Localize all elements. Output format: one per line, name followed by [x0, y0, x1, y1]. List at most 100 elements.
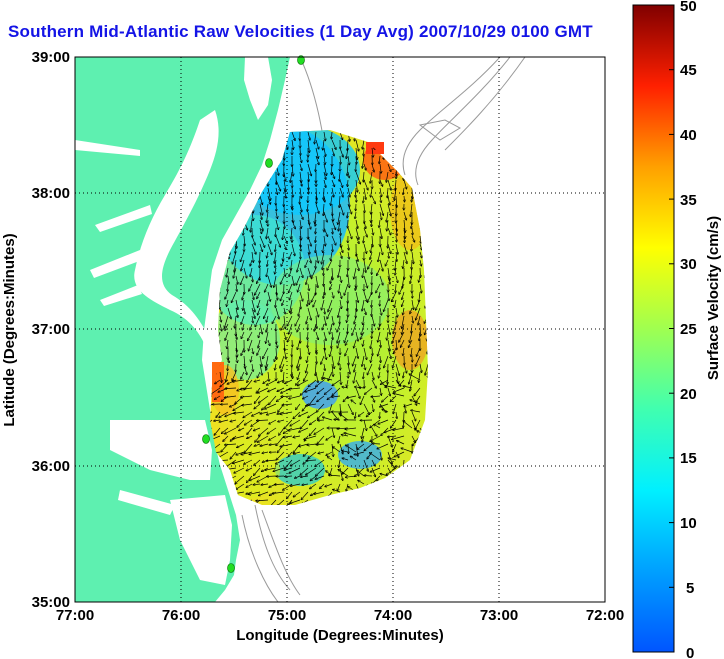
velocity-arrow: [363, 163, 366, 170]
velocity-arrow: [275, 227, 276, 237]
velocity-arrow: [288, 427, 301, 431]
velocity-arrow: [322, 417, 333, 421]
velocity-arrow: [258, 331, 261, 338]
velocity-arrow: [246, 483, 253, 488]
velocity-arrow: [324, 387, 333, 395]
velocity-arrow: [296, 275, 301, 285]
velocity-arrow: [275, 299, 276, 308]
velocity-arrow: [372, 307, 373, 317]
velocity-arrow: [329, 323, 333, 334]
velocity-arrow: [306, 275, 309, 285]
velocity-arrow: [371, 371, 374, 380]
velocity-arrow: [266, 227, 269, 239]
velocity-arrow: [251, 355, 253, 362]
velocity-arrow: [348, 243, 349, 250]
velocity-arrow: [360, 331, 365, 339]
velocity-arrow: [297, 283, 301, 292]
velocity-arrow: [355, 331, 358, 341]
velocity-arrow: [395, 371, 399, 384]
velocity-arrow: [254, 467, 261, 476]
velocity-arrow: [219, 411, 229, 418]
velocity-arrow: [315, 139, 319, 149]
velocity-arrow: [292, 203, 293, 210]
velocity-arrow: [376, 283, 381, 293]
velocity-arrow: [254, 459, 261, 466]
velocity-arrow: [308, 283, 309, 291]
velocity-arrow: [247, 331, 253, 341]
velocity-arrow: [291, 139, 293, 150]
velocity-arrow: [378, 331, 381, 342]
velocity-arrow: [307, 131, 310, 140]
velocity-arrow: [267, 275, 271, 287]
velocity-arrow: [274, 251, 277, 264]
velocity-arrow: [269, 444, 277, 445]
velocity-arrow: [347, 299, 348, 311]
velocity-arrow: [347, 275, 349, 288]
velocity-arrow: [283, 179, 286, 192]
velocity-arrow: [240, 396, 253, 397]
velocity-arrow: [315, 243, 316, 253]
velocity-arrow: [348, 155, 349, 165]
velocity-arrow: [294, 475, 301, 478]
velocity-arrow: [411, 411, 416, 421]
velocity-arrow: [264, 307, 269, 319]
velocity-arrow: [414, 387, 421, 396]
velocity-arrow: [379, 187, 382, 197]
velocity-arrow: [364, 147, 365, 156]
velocity-arrow: [236, 355, 238, 363]
velocity-arrow: [339, 243, 343, 253]
velocity-arrow: [342, 467, 349, 474]
velocity-arrow: [363, 307, 366, 315]
velocity-arrow: [379, 219, 380, 228]
velocity-arrow: [419, 283, 422, 293]
velocity-arrow: [276, 347, 277, 360]
velocity-arrow: [355, 171, 361, 184]
velocity-arrow: [240, 275, 245, 285]
velocity-arrow: [259, 219, 263, 231]
velocity-arrow: [370, 339, 373, 349]
velocity-arrow: [315, 227, 316, 234]
velocity-arrow: [276, 283, 277, 295]
velocity-arrow: [232, 371, 237, 381]
velocity-arrow: [219, 307, 222, 314]
velocity-arrow: [323, 139, 324, 150]
velocity-arrow: [268, 387, 277, 392]
velocity-arrow: [332, 387, 341, 396]
velocity-arrow: [293, 451, 301, 454]
velocity-arrow: [292, 363, 293, 377]
velocity-arrow: [269, 395, 277, 405]
velocity-arrow: [269, 435, 277, 440]
velocity-arrow: [378, 419, 389, 424]
velocity-arrow: [332, 331, 333, 340]
velocity-arrow: [248, 491, 261, 495]
velocity-arrow: [267, 187, 271, 201]
velocity-arrow: [409, 374, 421, 381]
velocity-arrow: [284, 307, 285, 314]
velocity-arrow: [347, 227, 352, 239]
velocity-arrow: [283, 347, 286, 359]
colorbar-tick-label: 50: [680, 0, 697, 15]
colorbar-tick-label: 20: [680, 386, 697, 403]
velocity-arrow: [354, 315, 357, 324]
velocity-arrow: [395, 283, 396, 293]
velocity-arrow: [225, 323, 229, 331]
velocity-arrow: [290, 483, 301, 486]
velocity-arrow: [228, 275, 229, 284]
velocity-arrow: [299, 267, 303, 278]
velocity-arrow: [372, 235, 373, 247]
velocity-arrow: [380, 379, 389, 385]
velocity-arrow: [273, 467, 285, 471]
velocity-arrow: [386, 171, 389, 182]
velocity-arrow: [393, 393, 405, 397]
velocity-arrow: [297, 339, 301, 350]
velocity-arrow: [323, 179, 326, 188]
velocity-arrow: [393, 427, 405, 430]
velocity-arrow: [290, 419, 301, 426]
velocity-arrow: [266, 331, 269, 344]
velocity-arrow: [371, 299, 372, 308]
velocity-arrow: [331, 147, 334, 156]
velocity-arrow: [363, 347, 367, 360]
velocity-arrow: [275, 243, 276, 252]
velocity-arrow: [355, 211, 356, 219]
velocity-arrow: [247, 427, 253, 435]
